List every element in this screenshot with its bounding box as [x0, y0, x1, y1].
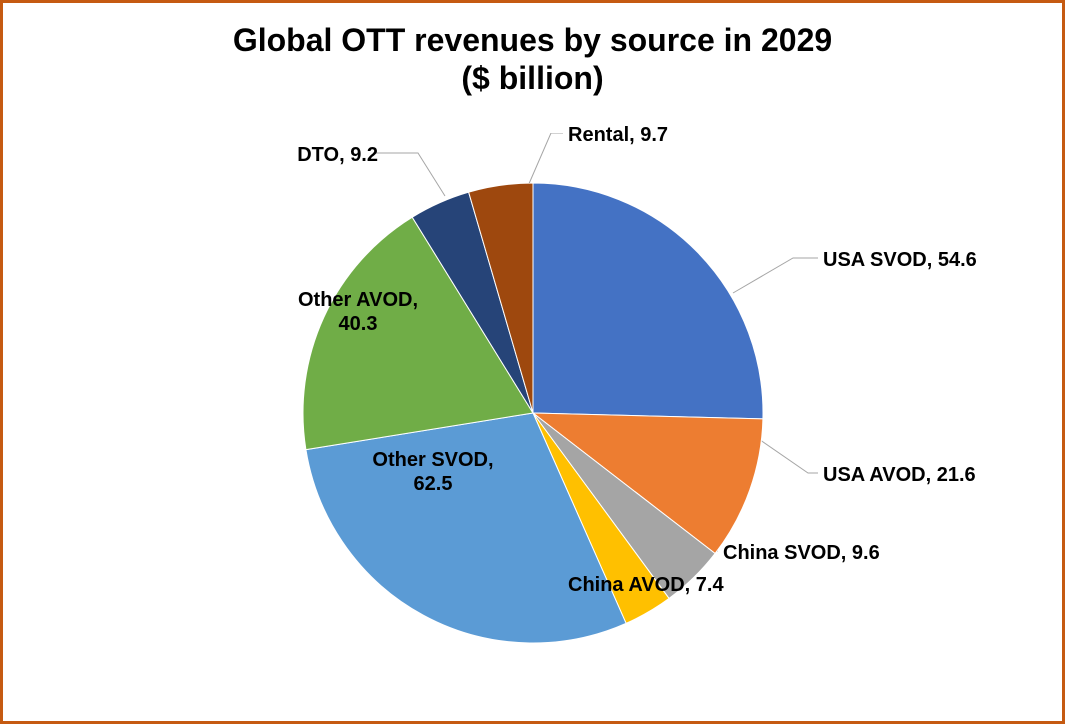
slice-label: DTO, 9.2: [297, 143, 378, 167]
chart-title-line1: Global OTT revenues by source in 2029: [3, 21, 1062, 59]
pie-area: USA SVOD, 54.6 USA AVOD, 21.6 China SVOD, …: [3, 133, 1062, 693]
slice-label: USA SVOD, 54.6: [823, 248, 977, 272]
slice-label: Other AVOD,40.3: [288, 288, 428, 336]
chart-title-line2: ($ billion): [3, 59, 1062, 97]
slice-label: China AVOD, 7.4: [568, 573, 724, 597]
slice-label: Rental, 9.7: [568, 123, 668, 147]
chart-container: Global OTT revenues by source in 2029 ($…: [0, 0, 1065, 724]
chart-title: Global OTT revenues by source in 2029 ($…: [3, 3, 1062, 98]
slice-label: USA AVOD, 21.6: [823, 463, 976, 487]
leader-line: [528, 133, 563, 186]
slice-label: China SVOD, 9.6: [723, 541, 880, 565]
pie-slice: [533, 183, 763, 419]
leader-line: [753, 435, 818, 473]
slice-label: Other SVOD,62.5: [363, 448, 503, 496]
